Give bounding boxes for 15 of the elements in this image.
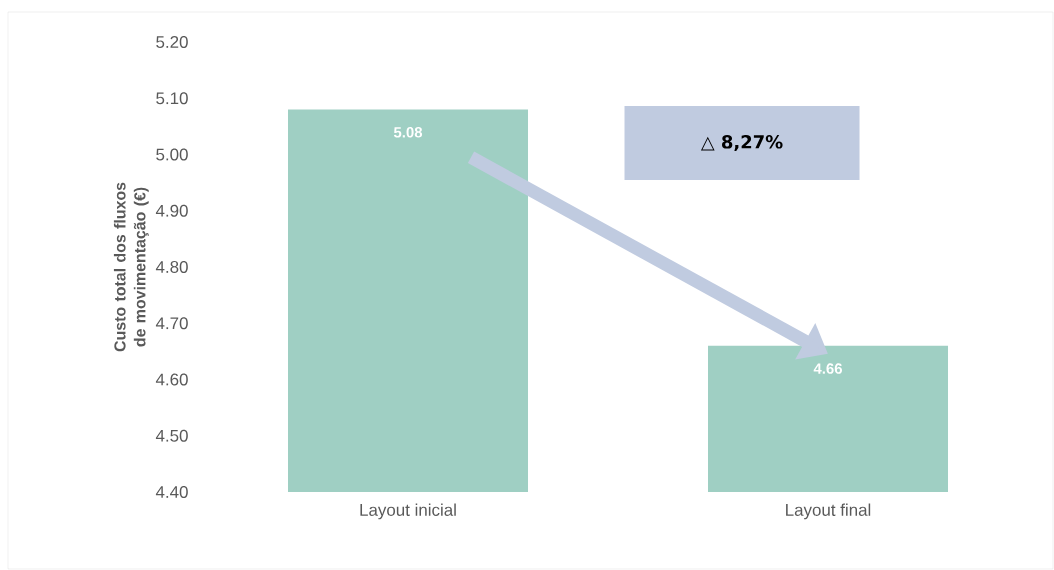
annotation: △ 8,27% — [700, 135, 783, 151]
y-tick-label: 4.60 — [155, 373, 188, 386]
data-label: 5.08 — [393, 127, 423, 138]
y-tick-label: 5.10 — [156, 92, 188, 105]
x-tick-label: Layout final — [786, 503, 871, 520]
x-tick-label: Layout inicial — [360, 503, 456, 520]
y-tick-label: 5.20 — [156, 35, 188, 48]
y-tick-label: 4.40 — [155, 485, 188, 498]
y-axis-title: Custo total dos fluxos de movimentação (€) — [113, 182, 149, 352]
y-tick-label: 4.50 — [155, 429, 188, 442]
y-tick-label: 4.80 — [155, 260, 188, 273]
y-tick-label: 5.00 — [156, 148, 188, 161]
data-label: 4.66 — [813, 363, 842, 374]
y-tick-label: 4.90 — [155, 204, 188, 217]
y-tick-label: 4.70 — [155, 317, 188, 330]
